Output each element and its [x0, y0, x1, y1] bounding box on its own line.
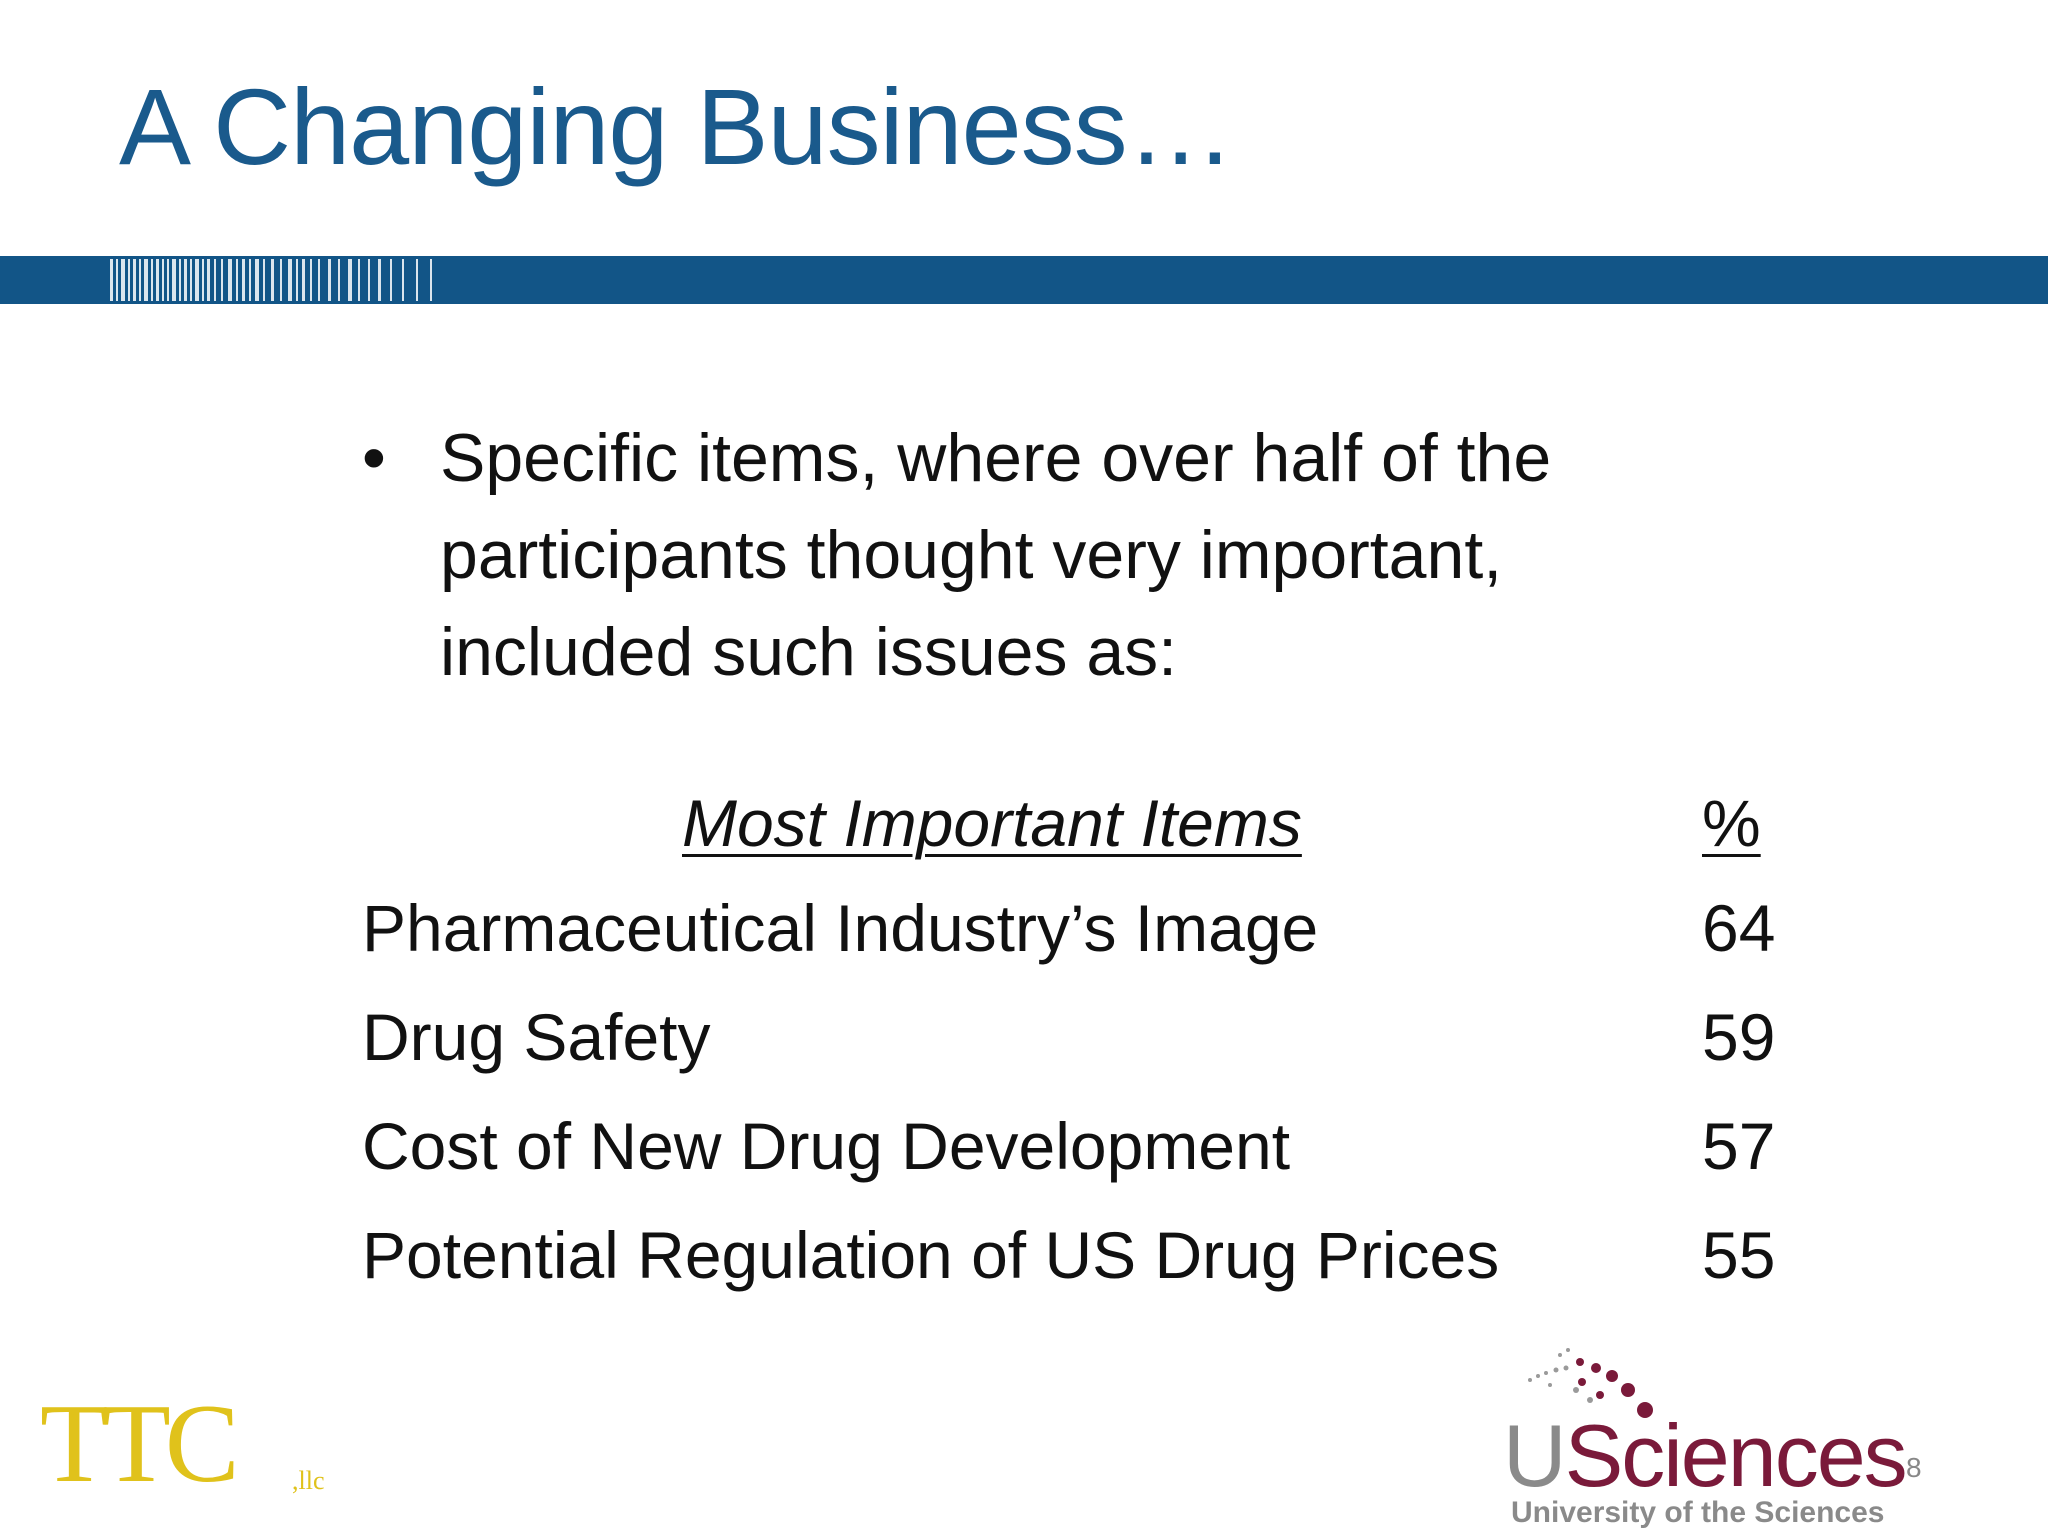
row-label: Potential Regulation of US Drug Prices: [362, 1218, 1500, 1292]
row-value: 57: [1702, 1109, 1776, 1183]
row-value: 64: [1702, 891, 1776, 965]
table-header-percent: %: [1702, 786, 1761, 860]
row-label: Pharmaceutical Industry’s Image: [362, 891, 1319, 965]
ttc-logo: TTC: [40, 1382, 240, 1506]
table-row: Potential Regulation of US Drug Prices 5…: [362, 1217, 1782, 1326]
ttc-logo-suffix: ,llc: [292, 1466, 325, 1495]
row-label: Cost of New Drug Development: [362, 1109, 1291, 1183]
bullet-block: • Specific items, where over half of the…: [362, 410, 1692, 701]
usciences-logo-rest: Sciences: [1564, 1406, 1908, 1505]
usciences-logo-u: U: [1503, 1406, 1567, 1505]
row-value: 59: [1702, 1000, 1776, 1074]
bullet-symbol: •: [362, 420, 386, 496]
usciences-dots-icon: [1528, 1348, 1653, 1418]
importance-table: Pharmaceutical Industry’s Image 64 Drug …: [362, 890, 1782, 1326]
table-row: Cost of New Drug Development 57: [362, 1108, 1782, 1217]
barcode-decoration: [110, 259, 432, 301]
usciences-tagline: University of the Sciences: [1511, 1496, 1885, 1529]
usciences-logo: USciences: [1503, 1412, 1908, 1500]
table-row: Drug Safety 59: [362, 999, 1782, 1108]
table-header-items: Most Important Items: [682, 786, 1302, 860]
slide-title: A Changing Business…: [119, 66, 1235, 187]
row-value: 55: [1702, 1218, 1776, 1292]
page-number: 8: [1906, 1452, 1922, 1483]
header-band: [0, 256, 2048, 304]
bullet-text: Specific items, where over half of the p…: [440, 420, 1552, 690]
row-label: Drug Safety: [362, 1000, 711, 1074]
table-row: Pharmaceutical Industry’s Image 64: [362, 890, 1782, 999]
